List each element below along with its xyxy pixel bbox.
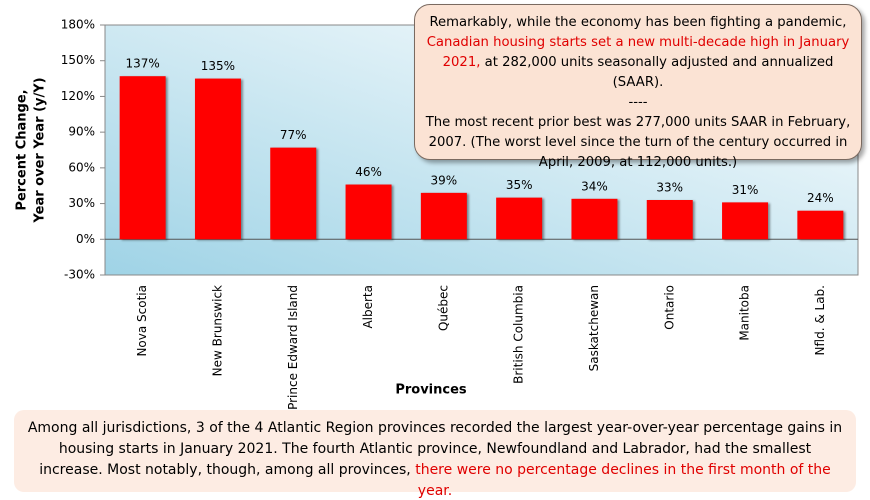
y-tick-label: 0% xyxy=(76,232,95,246)
x-tick-label: Manitoba xyxy=(738,285,752,341)
x-tick-label: Prince Edward Island xyxy=(286,285,300,410)
bar xyxy=(345,184,392,240)
value-label: 46% xyxy=(355,165,382,179)
y-tick-label: 150% xyxy=(61,53,95,67)
annotation-text: The most recent prior best was 277,000 u… xyxy=(425,115,851,170)
x-tick-label: Nova Scotia xyxy=(135,285,149,357)
x-tick-label: Nfld. & Lab. xyxy=(813,285,827,355)
value-label: 31% xyxy=(732,183,759,197)
x-axis-title: Provinces xyxy=(395,383,467,398)
x-tick-label: Québec xyxy=(436,285,450,331)
value-label: 35% xyxy=(506,178,533,192)
y-tick-label: -30% xyxy=(64,268,95,282)
x-tick-label: Alberta xyxy=(361,285,375,329)
bar xyxy=(270,147,317,240)
y-tick-label: 60% xyxy=(68,160,95,174)
annotation-box: Remarkably, while the economy has been f… xyxy=(414,4,862,170)
caption-text: there were no percentage declines in the… xyxy=(415,462,831,499)
value-label: 135% xyxy=(201,59,235,73)
value-label: 33% xyxy=(656,181,683,195)
annotation-paragraph: The most recent prior best was 277,000 u… xyxy=(425,113,851,173)
value-label: 39% xyxy=(431,173,458,187)
annotation-paragraph: Remarkably, while the economy has been f… xyxy=(425,13,851,93)
bar xyxy=(571,198,618,240)
annotation-text: ---- xyxy=(628,95,648,110)
annotation-text: Remarkably, while the economy has been f… xyxy=(429,15,847,30)
y-tick-label: 120% xyxy=(61,89,95,103)
y-tick-label: 30% xyxy=(68,196,95,210)
value-label: 34% xyxy=(581,179,608,193)
bar xyxy=(420,192,467,240)
annotation-text: Canadian housing starts set a new multi-… xyxy=(426,35,850,70)
y-axis-title: Percent Change, xyxy=(15,89,30,210)
value-label: 137% xyxy=(125,57,159,71)
bar xyxy=(646,200,693,240)
bar xyxy=(797,210,844,240)
x-tick-label: New Brunswick xyxy=(210,285,224,376)
x-tick-label: Saskatchewan xyxy=(587,285,601,371)
x-tick-label: British Columbia xyxy=(512,285,526,384)
y-axis-title: Year over Year (y/Y) xyxy=(33,77,48,223)
caption-box: Among all jurisdictions, 3 of the 4 Atla… xyxy=(14,410,856,499)
caption-text: Among all jurisdictions, 3 of the 4 Atla… xyxy=(27,420,843,478)
value-label: 24% xyxy=(807,191,834,205)
caption-paragraph: Among all jurisdictions, 3 of the 4 Atla… xyxy=(26,418,844,500)
bar xyxy=(722,202,769,240)
annotation-text: at 282,000 units seasonally adjusted and… xyxy=(484,55,834,90)
bar xyxy=(496,197,543,240)
bar xyxy=(194,78,241,240)
y-tick-label: 180% xyxy=(61,18,95,32)
value-label: 77% xyxy=(280,128,307,142)
bar xyxy=(119,76,166,240)
annotation-paragraph: ---- xyxy=(425,93,851,113)
x-tick-label: Ontario xyxy=(662,285,676,330)
y-tick-label: 90% xyxy=(68,125,95,139)
